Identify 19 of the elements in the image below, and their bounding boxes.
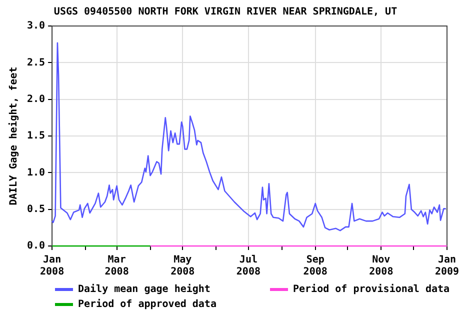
x-tick-label: Nov 2008 xyxy=(369,254,394,278)
legend-label: Period of approved data xyxy=(78,299,216,310)
legend-label: Period of provisional data xyxy=(293,284,450,295)
y-tick-label: 2.0 xyxy=(27,94,46,105)
legend-label: Daily mean gage height xyxy=(78,284,210,295)
x-tick-label: Jan 2008 xyxy=(40,254,64,278)
x-tick-label: Jan 2009 xyxy=(434,254,460,278)
x-tick-label: Sep 2008 xyxy=(303,254,328,278)
y-tick-label: 0.5 xyxy=(27,204,46,215)
y-tick-label: 1.0 xyxy=(27,167,46,178)
chart-title: USGS 09405500 NORTH FORK VIRGIN RIVER NEAR SPRINGDALE, UT xyxy=(54,6,398,18)
y-tick-label: 0.0 xyxy=(27,240,46,252)
y-tick-label: 1.5 xyxy=(27,130,46,142)
x-tick-label: Mar 2008 xyxy=(104,254,129,278)
x-tick-label: Jul 2008 xyxy=(236,254,260,278)
y-tick-label: 3.0 xyxy=(27,20,46,32)
x-tick-label: May 2008 xyxy=(170,254,195,278)
y-axis-title: DAILY Gage height, feet xyxy=(8,66,20,206)
y-tick-label: 2.5 xyxy=(27,57,46,68)
